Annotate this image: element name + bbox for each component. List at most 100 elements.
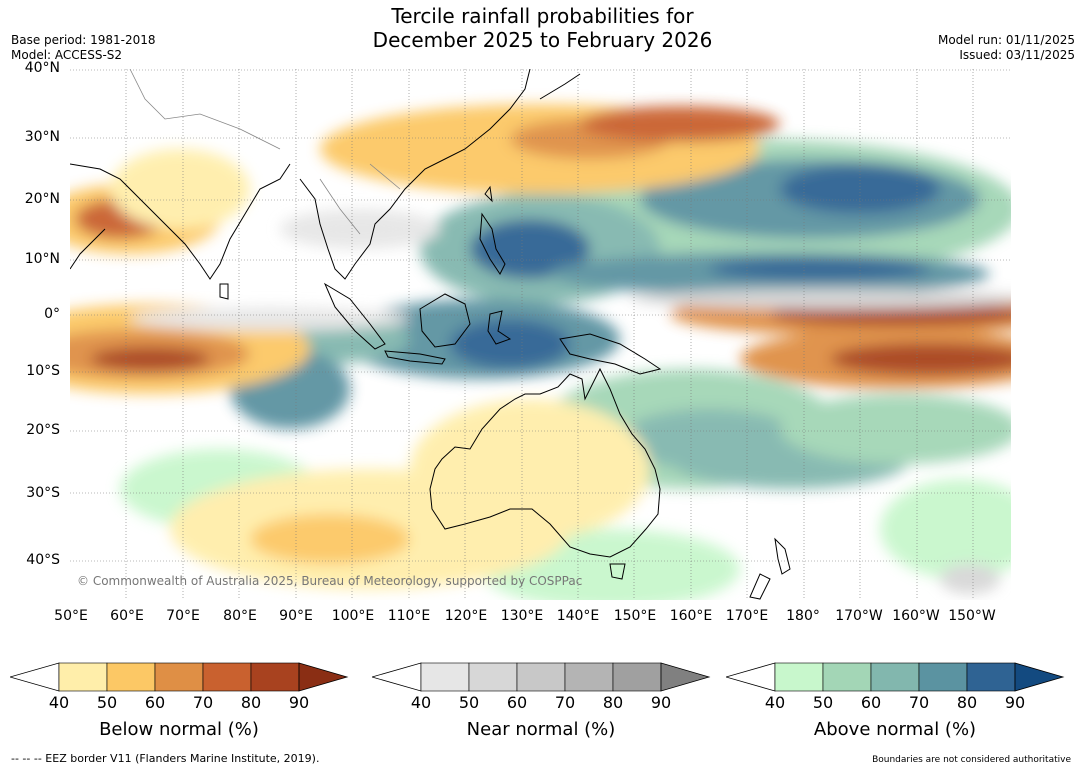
title-line-1: Tercile rainfall probabilities for bbox=[391, 4, 694, 28]
map-title: Tercile rainfall probabilities for Decem… bbox=[0, 4, 1085, 52]
colorbar-below-label: Below normal (%) bbox=[99, 719, 259, 740]
colorbar-below-tick-50: 50 bbox=[96, 693, 118, 712]
colorbar-below-right-arrow bbox=[298, 662, 349, 692]
colorbar-near-tick-70: 70 bbox=[554, 693, 576, 712]
colorbar-above-tick-70: 70 bbox=[908, 693, 930, 712]
lon-label-60e: 60°E bbox=[110, 608, 144, 624]
lat-label-30n: 30°N bbox=[24, 129, 60, 145]
lon-label-80e: 80°E bbox=[223, 608, 257, 624]
borneo-coastline bbox=[419, 293, 471, 348]
lat-label-30s: 30°S bbox=[26, 485, 60, 501]
lat-label-20n: 20°N bbox=[24, 191, 60, 207]
colorbar-above-swatch-3 bbox=[870, 662, 920, 692]
colorbar-near-swatch-2 bbox=[468, 662, 518, 692]
title-line-2: December 2025 to February 2026 bbox=[372, 28, 713, 52]
coastlines bbox=[70, 69, 791, 600]
se-asia-coastline bbox=[299, 69, 531, 280]
colorbar-above-right-arrow bbox=[1014, 662, 1065, 692]
colorbar-above-label: Above normal (%) bbox=[813, 719, 977, 740]
colorbar-below-left-arrow bbox=[10, 662, 60, 692]
lat-label-10s: 10°S bbox=[26, 363, 60, 379]
colorbar-near-right-arrow bbox=[660, 662, 711, 692]
eez-footnote: -- -- -- EEZ border V11 (Flanders Marine… bbox=[11, 752, 320, 765]
colorbar-near-swatch-5 bbox=[612, 662, 662, 692]
india-coastline bbox=[70, 163, 291, 280]
colorbar-near-left-arrow bbox=[372, 662, 422, 692]
colorbar-below-swatch-3 bbox=[154, 662, 204, 692]
australia-coastline bbox=[429, 367, 661, 558]
lon-label-160e: 160°E bbox=[669, 608, 713, 624]
colorbar-near-tick-60: 60 bbox=[506, 693, 528, 712]
colorbar-near-swatch-4 bbox=[564, 662, 614, 692]
new-guinea-coastline bbox=[559, 333, 662, 375]
rainfall-probability-map bbox=[70, 69, 1011, 600]
arabia-coastline bbox=[70, 228, 106, 270]
model-text: Model: ACCESS-S2 bbox=[11, 48, 123, 62]
colorbar-above bbox=[726, 662, 1065, 692]
model-run-text: Model run: 01/11/2025 bbox=[937, 33, 1075, 47]
lon-label-100e: 100°E bbox=[331, 608, 375, 624]
colorbar-near-tick-40: 40 bbox=[410, 693, 432, 712]
colorbar-below-tick-80: 80 bbox=[240, 693, 262, 712]
philippines-coastline bbox=[479, 212, 506, 275]
meta-right: Model run: 01/11/2025 Issued: 03/11/2025 bbox=[938, 33, 1075, 63]
colorbar-above-tick-80: 80 bbox=[956, 693, 978, 712]
colorbar-near-tick-90: 90 bbox=[650, 693, 672, 712]
lon-label-50e: 50°E bbox=[54, 608, 88, 624]
colorbar-below-swatch-4 bbox=[202, 662, 252, 692]
colorbar-above-left-arrow bbox=[726, 662, 776, 692]
sri-lanka-coastline bbox=[219, 283, 229, 300]
sumatra-coastline bbox=[323, 282, 386, 350]
meta-left: Base period: 1981-2018 Model: ACCESS-S2 bbox=[11, 33, 156, 63]
new-zealand-coastline bbox=[749, 537, 791, 600]
tasmania-coastline bbox=[609, 563, 626, 580]
colorbar-below-swatch-2 bbox=[106, 662, 156, 692]
probability-shading bbox=[70, 104, 1011, 600]
colorbar-near-swatch-3 bbox=[516, 662, 566, 692]
colorbar-below bbox=[10, 662, 349, 692]
lon-label-140e: 140°E bbox=[556, 608, 600, 624]
lon-label-170e: 170°E bbox=[725, 608, 769, 624]
lon-label-70e: 70°E bbox=[166, 608, 200, 624]
boundaries-disclaimer: Boundaries are not considered authoritat… bbox=[872, 755, 1071, 765]
colorbar-below-swatch-1 bbox=[58, 662, 108, 692]
lat-label-40n: 40°N bbox=[24, 60, 60, 76]
colorbar-near-tick-50: 50 bbox=[458, 693, 480, 712]
colorbar-above-swatch-4 bbox=[918, 662, 968, 692]
colorbar-below-tick-90: 90 bbox=[288, 693, 310, 712]
lon-label-180: 180° bbox=[786, 608, 820, 624]
lat-label-20s: 20°S bbox=[26, 422, 60, 438]
colorbar-below-tick-40: 40 bbox=[48, 693, 70, 712]
lon-label-120e: 120°E bbox=[444, 608, 488, 624]
lon-label-150e: 150°E bbox=[613, 608, 657, 624]
colorbar-near bbox=[372, 662, 711, 692]
colorbar-below-swatch-5 bbox=[250, 662, 300, 692]
colorbar-above-tick-50: 50 bbox=[812, 693, 834, 712]
copyright-text: © Commonwealth of Australia 2025, Bureau… bbox=[77, 574, 583, 588]
colorbar-near-swatch-1 bbox=[420, 662, 470, 692]
colorbar-above-tick-90: 90 bbox=[1004, 693, 1026, 712]
lon-label-170w: 170°W bbox=[835, 608, 883, 624]
country-borders bbox=[129, 69, 401, 235]
japan-coastline bbox=[539, 73, 581, 100]
colorbar-above-swatch-2 bbox=[822, 662, 872, 692]
colorbar-above-swatch-1 bbox=[774, 662, 824, 692]
taiwan-coastline bbox=[484, 185, 493, 203]
colorbar-near-tick-80: 80 bbox=[602, 693, 624, 712]
lat-label-40s: 40°S bbox=[26, 552, 60, 568]
lon-label-110e: 110°E bbox=[387, 608, 431, 624]
sulawesi-coastline bbox=[487, 310, 512, 345]
base-period-text: Base period: 1981-2018 bbox=[11, 33, 156, 47]
colorbar-below-tick-70: 70 bbox=[192, 693, 214, 712]
lat-label-0: 0° bbox=[44, 306, 60, 322]
java-coastline bbox=[384, 350, 446, 365]
lon-label-130e: 130°E bbox=[500, 608, 544, 624]
colorbar-above-tick-60: 60 bbox=[860, 693, 882, 712]
colorbar-above-swatch-5 bbox=[966, 662, 1016, 692]
issued-text: Issued: 03/11/2025 bbox=[959, 48, 1075, 62]
lon-label-160w: 160°W bbox=[892, 608, 940, 624]
graticule bbox=[70, 69, 1011, 600]
colorbar-above-tick-40: 40 bbox=[764, 693, 786, 712]
lat-label-10n: 10°N bbox=[24, 251, 60, 267]
lon-label-90e: 90°E bbox=[279, 608, 313, 624]
